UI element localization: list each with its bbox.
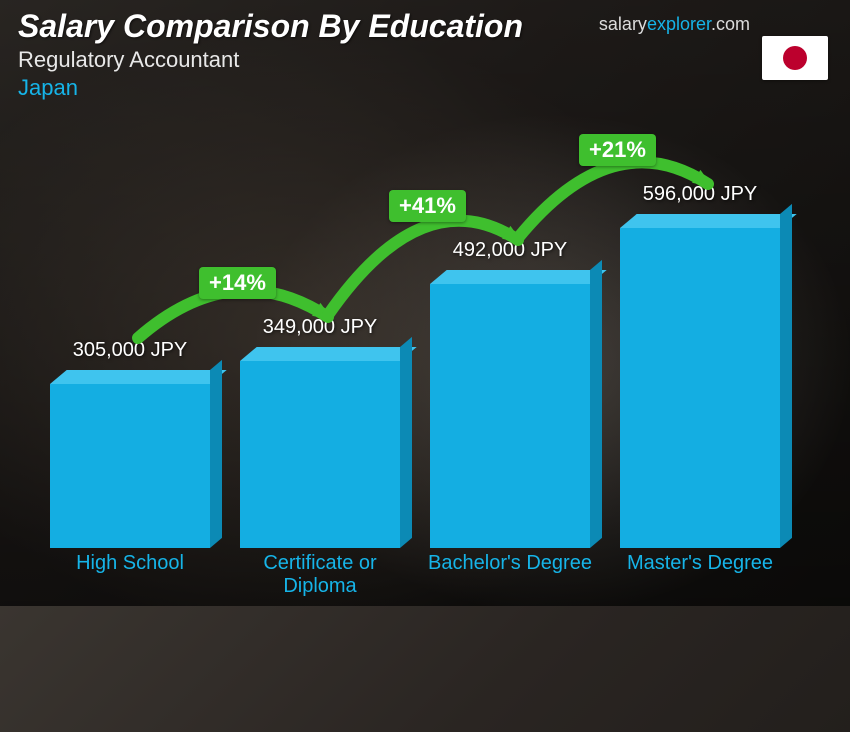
japan-flag-icon [762,36,828,80]
brand-suffix: .com [711,14,750,34]
job-title: Regulatory Accountant [18,47,832,73]
brand-prefix: salary [599,14,647,34]
flag-circle [783,46,807,70]
brand-watermark: salaryexplorer.com [599,14,750,35]
increment-badge: +21% [579,134,656,166]
brand-mid: explorer [647,14,711,34]
increment-arrow [40,126,850,732]
country-name: Japan [18,75,832,101]
bar-chart: 305,000 JPYHigh School349,000 JPYCertifi… [40,126,810,596]
